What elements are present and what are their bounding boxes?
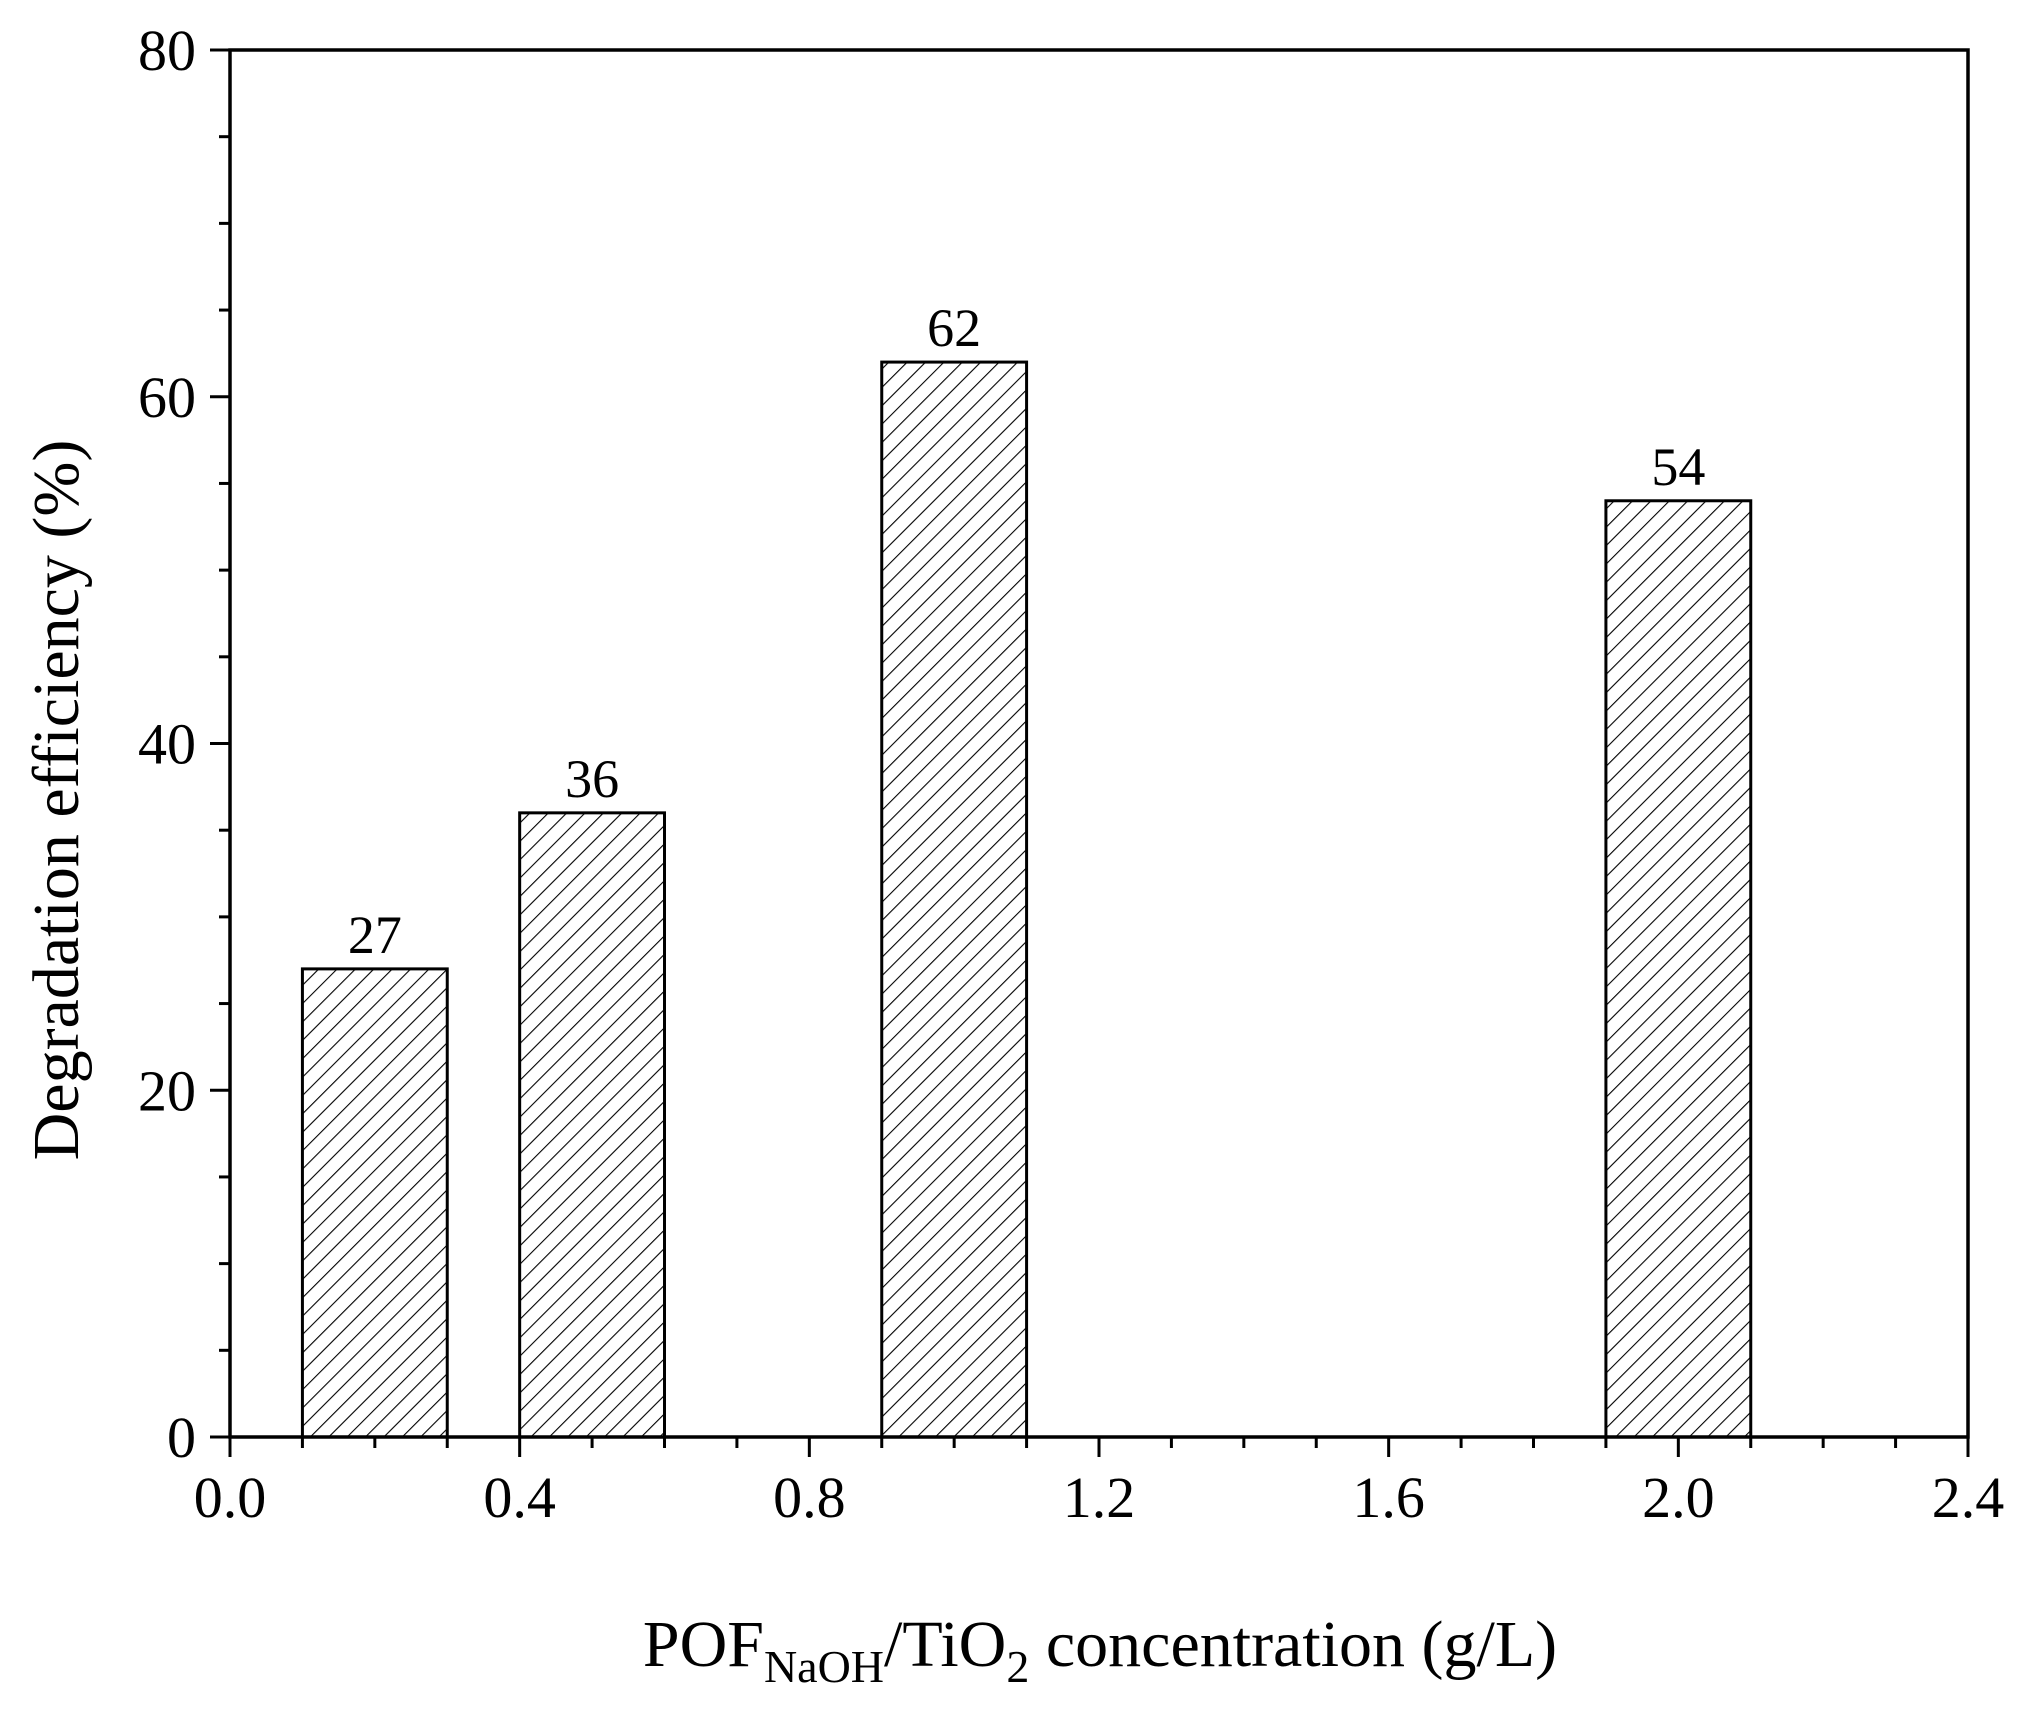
x-tick-label-6: 2.4 bbox=[1932, 1465, 2005, 1530]
labels-layer: 27 36 62 54 0 20 40 60 80 0.0 0.4 0.8 1.2 1.6 2.0 2.4 bbox=[138, 18, 2004, 1530]
x-axis-title-sub2: 2 bbox=[1006, 1641, 1029, 1692]
axes-layer bbox=[210, 48, 1970, 1457]
y-tick-label-1: 20 bbox=[138, 1058, 196, 1123]
y-tick-label-4: 80 bbox=[138, 18, 196, 83]
x-axis-title-sub1: NaOH bbox=[764, 1641, 884, 1692]
x-axis-title-end: concentration (g/L) bbox=[1029, 1608, 1557, 1681]
data-label-1: 36 bbox=[565, 749, 619, 809]
x-axis-title: POFNaOH/TiO2 concentration (g/L) bbox=[643, 1608, 1557, 1692]
bar-0 bbox=[300, 967, 449, 1439]
y-tick-label-0: 0 bbox=[167, 1405, 196, 1470]
x-tick-label-1: 0.4 bbox=[483, 1465, 556, 1530]
data-label-3: 54 bbox=[1651, 437, 1705, 497]
y-tick-label-2: 40 bbox=[138, 712, 196, 777]
bar-1 bbox=[518, 811, 667, 1439]
x-axis-title-main: POF bbox=[643, 1608, 764, 1681]
x-axis-title-mid: /TiO bbox=[884, 1608, 1006, 1681]
bar-3 bbox=[1604, 499, 1753, 1439]
bars-layer bbox=[300, 360, 1753, 1439]
data-label-2: 62 bbox=[927, 298, 981, 358]
y-tick-label-3: 60 bbox=[138, 365, 196, 430]
x-tick-label-0: 0.0 bbox=[194, 1465, 267, 1530]
y-axis-title: Degradation efficiency (%) bbox=[20, 440, 93, 1161]
bar-2 bbox=[880, 360, 1029, 1439]
x-tick-label-2: 0.8 bbox=[773, 1465, 846, 1530]
x-tick-label-4: 1.6 bbox=[1352, 1465, 1425, 1530]
x-tick-label-5: 2.0 bbox=[1642, 1465, 1715, 1530]
x-tick-label-3: 1.2 bbox=[1063, 1465, 1136, 1530]
data-label-0: 27 bbox=[348, 905, 402, 965]
